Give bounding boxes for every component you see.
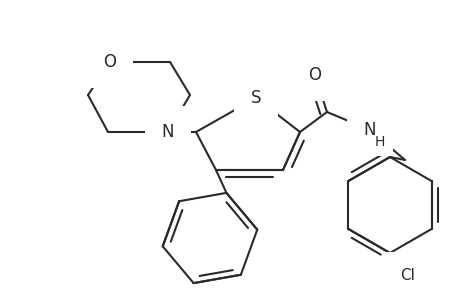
Text: N: N (363, 121, 375, 139)
Text: N: N (162, 123, 174, 141)
Text: O: O (103, 53, 116, 71)
Text: O: O (308, 66, 321, 84)
Text: S: S (250, 89, 261, 107)
Text: H: H (374, 135, 384, 149)
Text: Cl: Cl (400, 268, 414, 283)
